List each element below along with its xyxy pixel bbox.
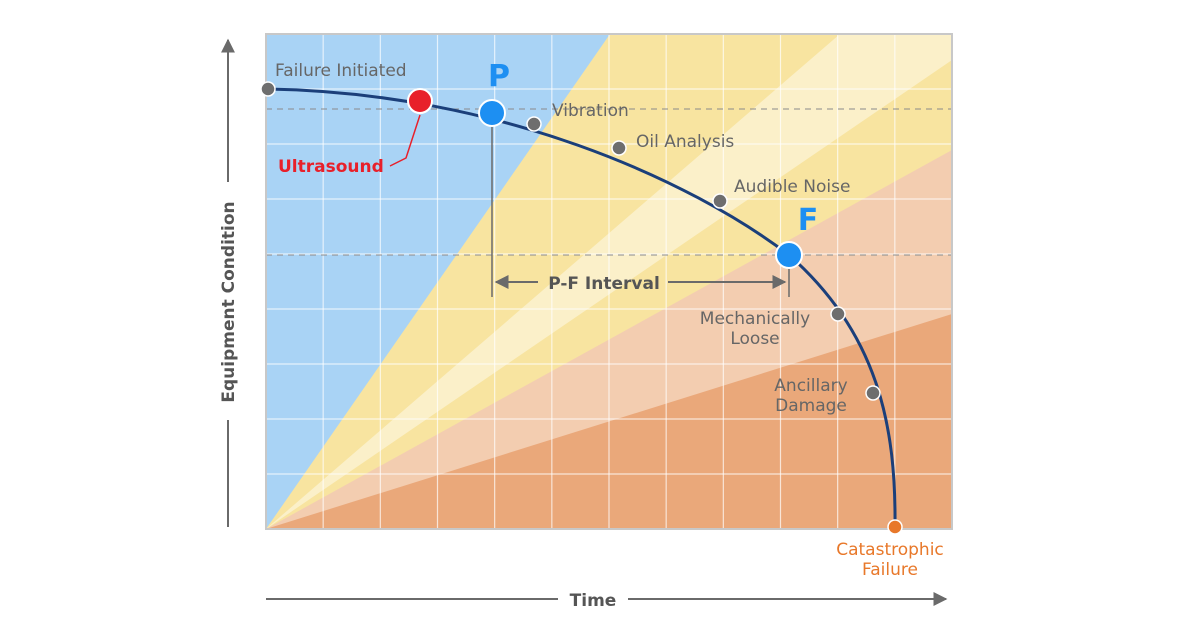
ancillary-damage-label-line1: Ancillary [774, 376, 847, 396]
vibration-label: Vibration [552, 101, 629, 121]
catastrophic-failure-point [887, 519, 903, 535]
p-point [478, 99, 506, 127]
mechanically-loose-point [830, 306, 846, 322]
ancillary-damage-point [865, 385, 881, 401]
vibration-point [526, 116, 542, 132]
audible-noise-label: Audible Noise [734, 177, 850, 197]
ultrasound-point [407, 88, 433, 114]
pf-interval-label: P-F Interval [548, 274, 660, 294]
failure-initiated-point [260, 81, 276, 97]
oil-analysis-point [611, 140, 627, 156]
ancillary-damage-label-line2: Damage [775, 396, 847, 416]
mechanically-loose-label-line2: Loose [730, 329, 779, 349]
plot-border [265, 33, 953, 530]
p-marker-letter: P [488, 59, 510, 94]
mechanically-loose-label-line1: Mechanically [700, 309, 810, 329]
audible-noise-point [712, 193, 728, 209]
y-axis-label: Equipment Condition [219, 201, 239, 402]
pf-curve [267, 87, 897, 528]
oil-analysis-label: Oil Analysis [636, 132, 734, 152]
x-axis-label: Time [570, 591, 617, 611]
ultrasound-leader-line [389, 114, 421, 167]
f-marker-letter: F [798, 203, 819, 238]
ultrasound-label: Ultrasound [278, 157, 384, 177]
f-point [775, 241, 803, 269]
catastrophic-failure-label-line1: Catastrophic [836, 540, 944, 560]
failure-initiated-label: Failure Initiated [275, 61, 407, 81]
catastrophic-failure-label-line2: Failure [862, 560, 918, 580]
